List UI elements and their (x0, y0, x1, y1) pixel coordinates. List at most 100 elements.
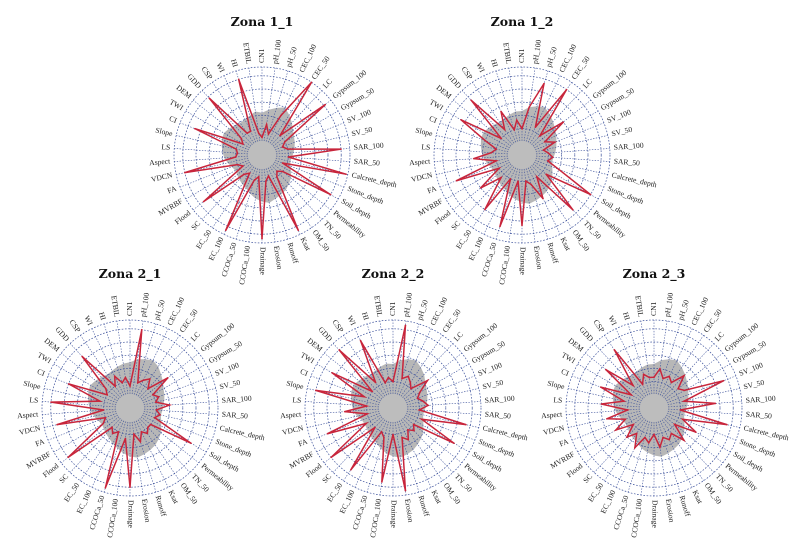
spoke-ETBIL (248, 67, 261, 142)
grid-ring-2 (103, 381, 157, 435)
outline-point-EC_50 (350, 469, 352, 471)
outline-point-CN1 (653, 376, 655, 379)
grid-ring-4 (339, 354, 447, 462)
axis-label-EC_100: EC_100 (207, 235, 226, 262)
center-disk (507, 140, 537, 170)
outline-point-TN_50 (683, 439, 685, 442)
center-disk (639, 393, 669, 423)
spoke-TWI (316, 363, 381, 402)
outline-point-CEC_100 (142, 379, 145, 382)
spoke-LS (174, 148, 248, 155)
axis-label-Slope: Slope (415, 126, 434, 139)
spoke-CCOCa_50 (627, 421, 651, 493)
outline-point-GDD (470, 99, 472, 101)
outline-point-Permeability (673, 423, 676, 426)
axis-label-Flood: Flood (173, 208, 193, 226)
axis-label-Flood: Flood (304, 461, 324, 479)
axis-label-LC: LC (321, 77, 334, 90)
axis-label-SV_50: SV_50 (611, 125, 634, 139)
outline-point-HI (121, 381, 124, 384)
spoke-CI (47, 375, 117, 404)
axis-label-WI: WI (345, 314, 358, 327)
spoke-SV_100 (143, 375, 213, 404)
outline-point-CCOCa_100 (381, 481, 383, 483)
spoke-Runoff (525, 168, 549, 240)
outline-point-pH_100 (404, 324, 407, 327)
outline-point-Drainage (392, 433, 394, 436)
outline-point-CEC_100 (534, 126, 537, 129)
outline-point-WI (359, 339, 362, 342)
outline-point-TWI (331, 372, 333, 374)
outline-point-SV_100 (281, 146, 284, 148)
spoke-ETBIL (508, 67, 521, 142)
spoke-Flood (324, 416, 383, 464)
spoke-Calcrete_depth (275, 157, 348, 175)
axis-label-DEM: DEM (175, 83, 194, 101)
axis-label-CEC_50: CEC_50 (309, 54, 331, 81)
spoke-LS (42, 401, 116, 408)
outline-point-Permeability (545, 173, 547, 175)
outline-point-pH_100 (265, 123, 268, 126)
spoke-Stone_depth (535, 159, 605, 188)
axis-label-pH_50: pH_50 (152, 299, 167, 322)
axis-label-VDCN: VDCN (281, 423, 304, 437)
outline-point-CI (194, 127, 196, 130)
spoke-OM_50 (137, 419, 180, 481)
axis-label-CI: CI (168, 114, 179, 125)
axis-label-Ksat: Ksat (167, 489, 182, 506)
outline-point-Calcrete_depth (159, 414, 161, 416)
spoke-CEC_50 (661, 335, 704, 397)
outline-point-SAR_100 (168, 404, 171, 406)
axis-label-SV_50: SV_50 (219, 378, 242, 392)
outline-point-OM_50 (276, 176, 278, 178)
outline-point-WI (249, 130, 252, 133)
axis-label-WI: WI (82, 314, 95, 327)
outline-point-Gypsum_100 (677, 388, 679, 390)
axis-label-SV_100: SV_100 (214, 360, 241, 378)
outline-point-SV_100 (722, 379, 725, 382)
outline-point-VDCN (495, 160, 498, 162)
outline-point-CEC_100 (407, 375, 410, 378)
grid-ring-5 (587, 341, 721, 475)
outline-point-Stone_depth (281, 162, 284, 164)
outline-point-LS (236, 152, 239, 154)
spoke-Gypsum_100 (140, 352, 199, 400)
outline-point-FA (326, 432, 329, 435)
outline-point-Stone_depth (420, 418, 423, 421)
spoke-CEC_100 (527, 75, 561, 143)
outline-point-Erosion (133, 433, 135, 435)
axis-label-GDD: GDD (53, 325, 71, 344)
axis-label-VDCN: VDCN (542, 423, 565, 437)
axis-label-CEC_50: CEC_50 (440, 307, 462, 334)
outline-point-Gypsum_50 (683, 389, 686, 392)
outline-point-Gypsum_100 (324, 103, 327, 106)
outline-point-Runoff (530, 183, 532, 186)
outline-point-pH_50 (267, 133, 270, 135)
spoke-TN_50 (271, 165, 323, 220)
axis-label-GDD: GDD (316, 325, 334, 344)
axis-label-SC: SC (320, 472, 333, 485)
axis-label-ETBIL: ETBIL (241, 42, 253, 65)
axis-label-pH_100: pH_100 (139, 292, 152, 318)
outline-point-MVRBF (498, 167, 500, 169)
axis-label-DEM: DEM (306, 336, 325, 354)
spoke-CSP (343, 335, 386, 397)
outline-point-EC_100 (117, 430, 120, 433)
outline-point-Calcrete_depth (345, 173, 347, 175)
outline-point-TN_50 (276, 170, 278, 172)
outline-point-Calcrete_depth (546, 160, 549, 162)
spoke-Gypsum_50 (666, 363, 731, 402)
outline-point-Calcrete_depth (465, 423, 467, 426)
spoke-Ksat (659, 420, 693, 488)
spoke-CCOCa_50 (366, 421, 390, 493)
outline-point-CN1 (392, 380, 394, 383)
outline-point-SAR_100 (714, 402, 717, 405)
outline-point-CEC_50 (670, 381, 673, 384)
outline-point-SC (243, 173, 245, 176)
spoke-ETBIL (116, 320, 129, 395)
axis-label-CCOCa_100: CCOCa_100 (237, 245, 252, 285)
axis-label-Erosion: Erosion (140, 498, 152, 523)
spoke-CEC_100 (267, 75, 301, 143)
axis-label-SAR_50: SAR_50 (613, 157, 640, 168)
axis-label-ETBIL: ETBIL (109, 295, 121, 318)
